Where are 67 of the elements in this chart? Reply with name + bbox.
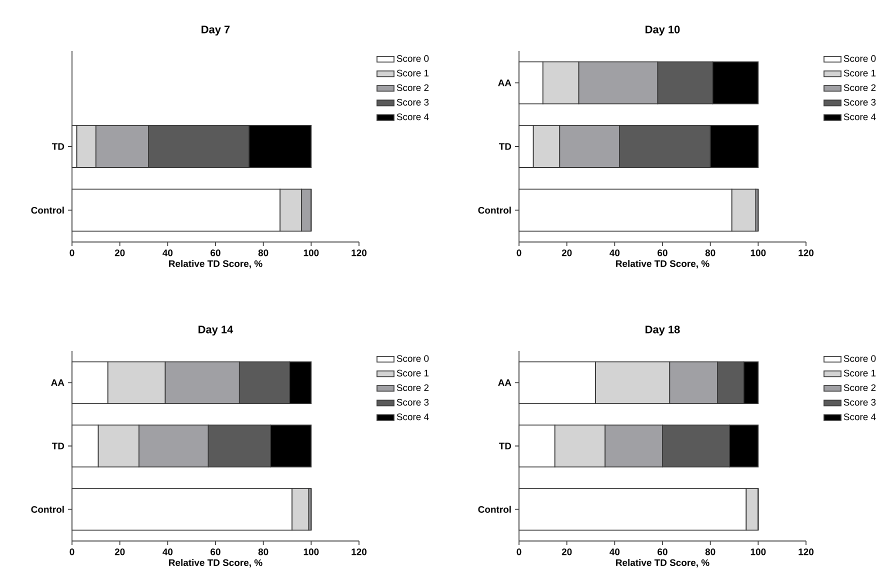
legend-label: Score 3 [844, 398, 876, 406]
y-tick-label: TD [498, 143, 512, 150]
x-tick-label: 40 [162, 250, 173, 256]
legend-label: Score 1 [396, 70, 429, 76]
x-tick-label: 0 [70, 548, 74, 556]
legend-label: Score 3 [396, 98, 429, 106]
legend-label: Score 1 [844, 370, 876, 376]
x-tick-label: 100 [750, 250, 766, 256]
legend-label: Score 4 [396, 414, 429, 420]
x-tick-label: 60 [658, 250, 668, 256]
x-tick-label: 100 [304, 250, 319, 256]
x-tick-label: 80 [258, 548, 268, 556]
x-tick-label: 80 [705, 548, 716, 556]
x-axis-title: Relative TD Score, % [616, 260, 710, 268]
x-axis-title: Relative TD Score, % [616, 559, 710, 568]
y-tick-label: AA [498, 80, 512, 86]
legend-label: Score 3 [844, 98, 876, 106]
x-tick-label: 0 [516, 548, 522, 556]
y-tick-label: Control [478, 506, 511, 513]
legend-label: Score 2 [396, 384, 429, 392]
y-tick-label: AA [498, 379, 512, 386]
x-tick-label: 20 [114, 250, 125, 256]
y-tick-label: TD [52, 442, 64, 450]
x-tick-label: 120 [352, 548, 367, 556]
y-tick-label: AA [51, 379, 64, 386]
legend-label: Score 2 [396, 84, 429, 92]
x-tick-label: 0 [516, 250, 522, 256]
legend-label: Score 4 [844, 414, 876, 420]
x-tick-label: 40 [162, 548, 173, 556]
x-tick-label: 40 [610, 250, 620, 256]
chart-title: Day 14 [198, 326, 234, 336]
y-tick-label: Control [478, 206, 511, 214]
x-tick-label: 60 [658, 548, 668, 556]
legend-label: Score 4 [396, 113, 429, 120]
x-tick-label: 100 [304, 548, 319, 556]
x-tick-label: 80 [258, 250, 268, 256]
x-tick-label: 20 [114, 548, 125, 556]
legend-label: Score 2 [844, 384, 876, 392]
legend-label: Score 3 [396, 398, 429, 406]
x-tick-label: 120 [798, 250, 814, 256]
legend-label: Score 2 [844, 84, 876, 92]
y-tick-label: Control [31, 506, 64, 513]
legend-label: Score 1 [396, 370, 429, 376]
y-tick-label: TD [498, 442, 512, 450]
x-tick-label: 20 [562, 548, 572, 556]
x-tick-label: 20 [562, 250, 572, 256]
legend-label: Score 0 [844, 55, 876, 62]
legend-label: Score 1 [844, 70, 876, 76]
legend-label: Score 0 [396, 55, 429, 62]
chart-title: Day 10 [646, 26, 680, 36]
x-axis-title: Relative TD Score, % [169, 559, 262, 568]
x-tick-label: 80 [705, 250, 716, 256]
legend-label: Score 0 [396, 355, 429, 362]
x-tick-label: 0 [70, 250, 74, 256]
chart-title: Day 7 [202, 26, 230, 36]
legend-label: Score 0 [844, 355, 876, 362]
x-tick-label: 120 [798, 548, 814, 556]
y-tick-label: TD [52, 143, 64, 150]
x-tick-label: 60 [210, 250, 220, 256]
x-tick-label: 60 [210, 548, 220, 556]
x-axis-title: Relative TD Score, % [169, 260, 262, 268]
legend-label: Score 4 [844, 113, 876, 120]
y-tick-label: Control [31, 206, 64, 214]
x-tick-label: 40 [610, 548, 620, 556]
chart-title: Day 18 [646, 326, 680, 336]
x-tick-label: 100 [750, 548, 766, 556]
x-tick-label: 120 [352, 250, 367, 256]
